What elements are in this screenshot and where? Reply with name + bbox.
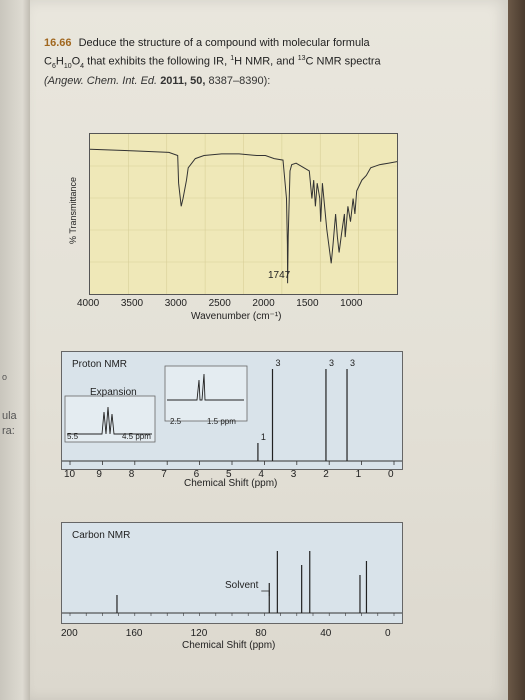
ir-x-tick-label: 1000	[340, 298, 363, 309]
carbon-nmr-x-tick-label: 40	[320, 628, 332, 639]
carbon-nmr-xlabel: Chemical Shift (ppm)	[182, 640, 276, 651]
expansion-1-tick: 4.5 ppm	[122, 432, 151, 441]
expansion-1-tick: 5.5	[67, 432, 79, 441]
carbon-nmr-title: Carbon NMR	[72, 530, 131, 541]
solvent-leader-line	[261, 590, 270, 596]
proton-nmr-x-tick-label: 0	[388, 469, 394, 480]
carbon-nmr-plot: Carbon NMR Solvent	[61, 522, 403, 624]
ir-peak-annotation: 1747	[268, 270, 291, 281]
proton-nmr-x-tick-label: 5	[226, 469, 232, 480]
ir-ylabel: % Transmittance	[68, 176, 78, 244]
proton-nmr-x-tick-label: 7	[161, 469, 167, 480]
problem-statement: 16.66 Deduce the structure of a compound…	[44, 36, 464, 89]
expansion-2-doublet	[167, 373, 244, 401]
proton-nmr-x-tick-label: 8	[128, 469, 135, 480]
proton-nmr-x-tick-label: 6	[193, 469, 200, 480]
ref-journal: (Angew. Chem. Int. Ed.	[44, 74, 158, 87]
ir-series-line	[90, 148, 397, 284]
proton-nmr-svg: 1 3 3 3	[62, 358, 402, 465]
proton-nmr-xlabel: Chemical Shift (ppm)	[184, 478, 278, 489]
ir-x-tick-label: 4000	[77, 298, 100, 309]
proton-nmr-x-tick-label: 9	[96, 469, 102, 480]
ir-spectrum-plot: % Transmittance 1747	[68, 133, 398, 295]
carbon-nmr-x-tick-label: 0	[385, 628, 391, 639]
ir-x-tick-label: 2500	[208, 298, 231, 309]
proton-nmr-integration-label: 3	[350, 358, 355, 368]
proton-nmr-title: Proton NMR	[72, 359, 128, 370]
ir-x-tick-label: 2000	[252, 298, 275, 309]
ir-x-tick-label: 3000	[164, 298, 187, 309]
expansion-box-2	[164, 365, 248, 422]
proton-nmr-integration-label: 3	[276, 358, 281, 368]
carbon-nmr-x-tick-label: 80	[255, 628, 267, 639]
ir-x-tick-label: 3500	[120, 298, 144, 309]
expansion-2-tick: 2.5	[170, 417, 182, 426]
margin-fragment: ula	[2, 410, 17, 422]
proton-nmr-x-tick-label: 1	[355, 469, 362, 480]
problem-number: 16.66	[44, 37, 72, 49]
expansion-label: Expansion	[90, 387, 137, 398]
solvent-label: Solvent	[225, 580, 259, 591]
proton-nmr-x-tick-label: 4	[258, 469, 264, 480]
expansion-2-tick: 1.5 ppm	[207, 417, 236, 426]
proton-nmr-x-tick-label: 10	[64, 469, 76, 480]
problem-line-2: C6H10O4 that exhibits the following IR, …	[44, 55, 381, 70]
proton-nmr-x-tick-label: 3	[290, 469, 297, 480]
margin-fragment: ra:	[2, 425, 15, 437]
adjacent-page-left: ula ra: o	[0, 0, 32, 700]
carbon-nmr-x-tick-label: 200	[61, 628, 78, 639]
proton-nmr-plot: 1 3 3 3 Proton NMR Expansion 5.5 4.5 ppm 2.…	[61, 351, 403, 470]
carbon-nmr-x-tick-label: 160	[125, 628, 143, 639]
proton-nmr-integration-label: 3	[329, 358, 334, 368]
carbon-nmr-svg	[62, 551, 402, 616]
ir-spectrum-svg	[90, 134, 397, 294]
table-surface	[508, 0, 525, 700]
expansion-1-multiplet	[67, 406, 152, 435]
ir-xlabel: Wavenumber (cm⁻¹)	[191, 311, 282, 322]
problem-line-1: Deduce the structure of a compound with …	[78, 37, 370, 49]
problem-reference: (Angew. Chem. Int. Ed. 2011, 50, 8387–83…	[44, 74, 464, 89]
proton-nmr-integration-label: 1	[261, 432, 266, 442]
carbon-nmr-x-tick-label: 120	[190, 628, 208, 639]
ref-year: 2011, 50,	[160, 74, 206, 87]
proton-nmr-x-tick-label: 2	[323, 469, 329, 480]
ir-x-tick-label: 1500	[296, 298, 319, 309]
margin-fragment: o	[2, 372, 8, 382]
ref-pages: 8387–8390):	[208, 74, 271, 87]
